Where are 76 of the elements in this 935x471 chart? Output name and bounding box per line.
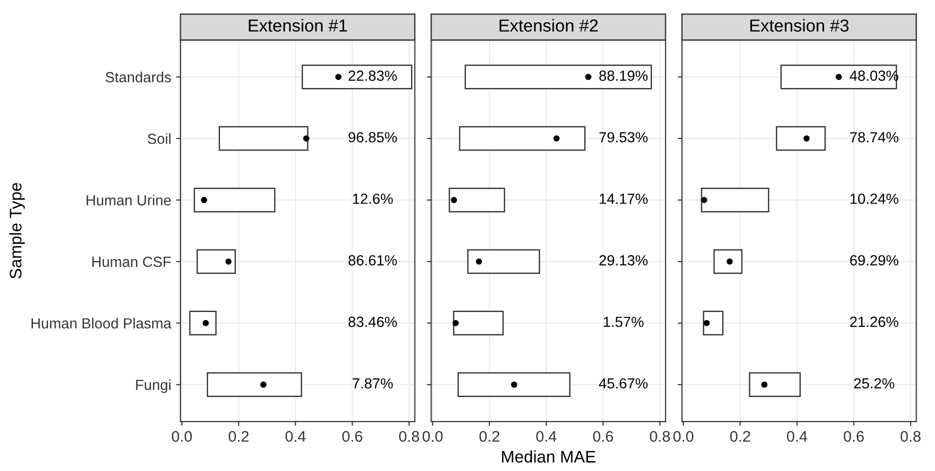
point: [511, 382, 518, 388]
point: [303, 135, 310, 142]
bar: [189, 310, 217, 336]
annotation: 12.6%: [353, 194, 393, 204]
annotation: 88.19%: [599, 70, 648, 81]
bar: [713, 249, 743, 274]
annotation: 96.85%: [348, 132, 397, 142]
x-tick-label: 0.4: [285, 430, 306, 442]
x-tick-label: 0.0: [673, 430, 694, 442]
bar: [458, 372, 570, 397]
point: [260, 382, 266, 388]
bar: [467, 249, 540, 274]
point: [335, 74, 342, 80]
x-tick-label: 0.8: [399, 430, 420, 442]
x-tick-label: 0.0: [172, 430, 192, 442]
chart-title: Extension #1: [248, 18, 347, 32]
bar: [218, 126, 308, 151]
point: [836, 74, 842, 80]
annotation: 10.24%: [850, 194, 898, 204]
x-tick-label: 0.6: [593, 430, 614, 442]
annotation: 21.26%: [850, 316, 898, 328]
annotation: 29.13%: [599, 255, 648, 266]
annotation: 86.61%: [348, 255, 397, 266]
annotation: 25.2%: [854, 378, 894, 389]
x-tick-label: 0.4: [786, 430, 808, 442]
point: [553, 135, 560, 142]
point: [704, 320, 710, 326]
annotation: 1.57%: [604, 316, 644, 328]
annotation: 78.74%: [850, 132, 898, 142]
bar: [194, 188, 276, 212]
bar: [748, 372, 801, 397]
y-tick-label: Human Urine: [86, 194, 171, 206]
y-axis-title: Sample Type: [9, 183, 25, 279]
annotation: 7.87%: [352, 378, 393, 389]
point: [200, 196, 208, 204]
point: [761, 382, 768, 388]
x-tick-label: 0.2: [228, 430, 249, 442]
annotation: 69.29%: [850, 255, 898, 266]
y-tick-label: Human CSF: [92, 256, 171, 267]
chart-title: Extension #2: [500, 18, 598, 32]
point: [450, 196, 458, 204]
x-tick-label: 0.2: [730, 430, 750, 442]
point: [225, 258, 232, 265]
bar: [196, 249, 236, 274]
point: [452, 320, 459, 326]
x-tick-label: 0.8: [650, 430, 670, 442]
x-axis-title: Median MAE: [502, 450, 596, 463]
annotation: 83.46%: [348, 316, 397, 328]
x-tick-label: 0.0: [422, 430, 443, 442]
bar: [464, 64, 652, 90]
chart-title: Extension #3: [750, 18, 849, 32]
point: [585, 74, 592, 80]
x-tick-label: 0.6: [342, 430, 362, 442]
y-tick-label: Soil: [148, 133, 170, 144]
y-tick-label: Fungi: [136, 379, 170, 393]
bar: [206, 372, 302, 397]
bar: [458, 126, 586, 151]
bar: [776, 126, 826, 151]
point: [476, 258, 482, 265]
x-tick-label: 0.2: [479, 430, 500, 442]
annotation: 22.83%: [348, 70, 397, 81]
x-tick-label: 0.4: [536, 430, 556, 442]
point: [804, 135, 810, 142]
bar: [453, 310, 504, 336]
annotation: 79.53%: [599, 132, 648, 142]
y-tick-label: Human Blood Plasma: [32, 318, 172, 329]
x-tick-label: 0.8: [900, 430, 921, 442]
bar: [702, 310, 724, 336]
point: [726, 258, 733, 265]
annotation: 14.17%: [600, 194, 648, 204]
x-tick-label: 0.6: [844, 430, 864, 442]
bar: [700, 188, 770, 212]
annotation: 45.67%: [598, 378, 648, 389]
point: [701, 196, 708, 204]
y-tick-label: Standards: [106, 72, 171, 82]
bar: [448, 188, 506, 212]
